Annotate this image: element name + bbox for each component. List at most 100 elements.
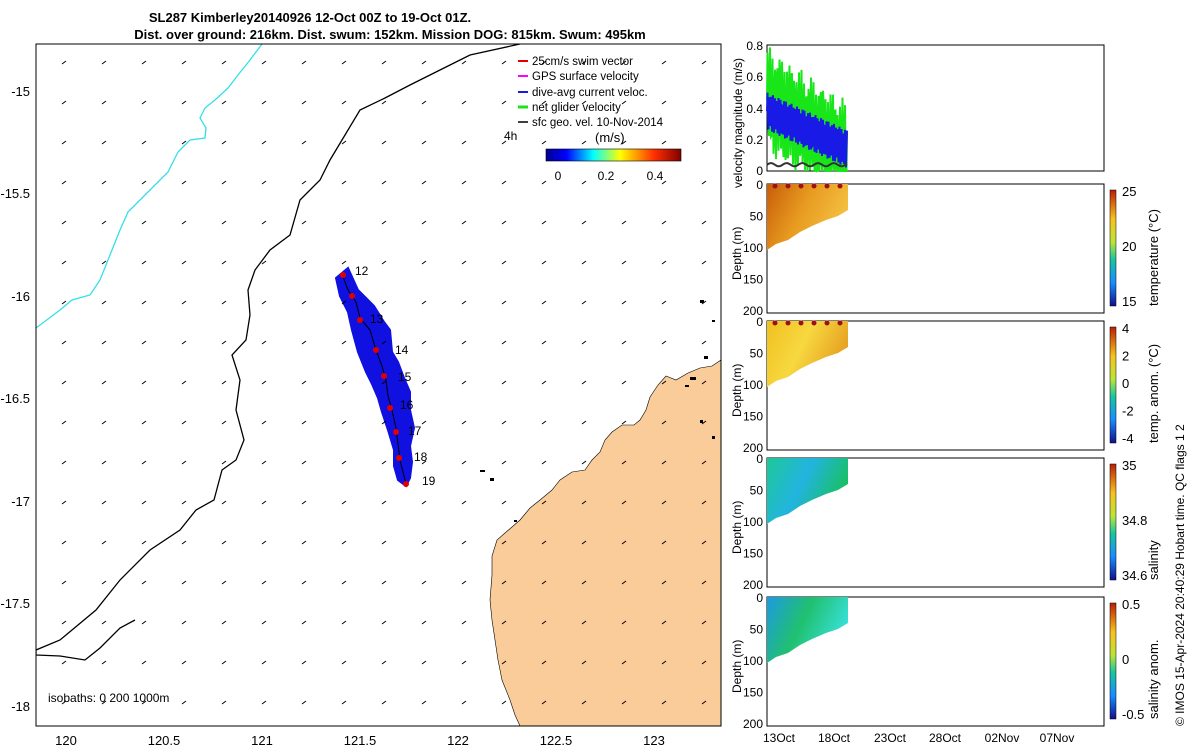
geo-velocity-arrow [341,500,347,505]
geo-velocity-arrow [381,540,387,545]
colorbar-label: salinity anom. [1146,640,1161,719]
geo-velocity-arrow [101,500,107,505]
geo-velocity-arrow [581,60,587,65]
depth-tick: 100 [743,515,763,529]
geo-velocity-arrow [661,460,667,465]
map-xtick: 122.5 [540,733,573,748]
geo-velocity-arrow [701,260,707,265]
geo-velocity-arrow [501,380,507,385]
geo-velocity-arrow [701,700,707,705]
geo-velocity-arrow [501,540,507,545]
geo-velocity-arrow [661,220,667,225]
geo-velocity-arrow [461,580,467,585]
geo-velocity-arrow [421,300,427,305]
geo-velocity-arrow [61,220,67,225]
geo-velocity-arrow [301,380,307,385]
time-tick: 18Oct [818,731,851,745]
geo-velocity-arrow [661,140,667,145]
map-ytick: -15 [11,84,30,99]
geo-velocity-arrow [541,300,547,305]
geo-velocity-arrow [541,620,547,625]
geo-velocity-arrow [341,420,347,425]
day-label: 15 [398,370,412,384]
depth-ylabel: Depth (m) [730,364,744,417]
depth-tick: 100 [743,378,763,392]
geo-velocity-arrow [541,60,547,65]
geo-velocity-arrow [621,220,627,225]
geo-velocity-arrow [181,460,187,465]
geo-velocity-arrow [541,540,547,545]
geo-velocity-arrow [621,100,627,105]
geo-velocity-arrow [381,420,387,425]
geo-velocity-arrow [581,220,587,225]
geo-velocity-arrow [621,60,627,65]
geo-velocity-arrow [141,60,147,65]
colorbar-tick: -4 [1122,431,1134,446]
geo-velocity-arrow [701,140,707,145]
geo-velocity-arrow [221,380,227,385]
geo-velocity-arrow [381,220,387,225]
map-xtick: 121 [251,733,273,748]
map-ytick: -15.5 [0,186,30,201]
geo-velocity-arrow [101,300,107,305]
depth-tick: 0 [756,591,763,605]
geo-velocity-arrow [61,300,67,305]
day-label: 18 [414,450,428,464]
geo-velocity-arrow [61,460,67,465]
depth-tick: 150 [743,410,763,424]
geo-velocity-arrow [341,580,347,585]
geo-velocity-arrow [501,300,507,305]
geo-velocity-arrow [61,500,67,505]
geo-velocity-arrow [621,380,627,385]
geo-velocity-arrow [101,60,107,65]
geo-velocity-arrow [341,380,347,385]
geo-velocity-arrow [661,500,667,505]
geo-velocity-arrow [221,540,227,545]
depth-tick: 50 [750,210,764,224]
geo-velocity-arrow [501,100,507,105]
geo-velocity-arrow [701,180,707,185]
section-panel: 0 50 100 150 200 Depth (m) 4 2 0 -2 -4 temp. anom. … [730,315,1161,455]
geo-velocity-arrow [621,620,627,625]
day-label: 13 [370,312,384,326]
geo-velocity-arrow [621,300,627,305]
depth-tick: 200 [743,441,763,455]
geo-velocity-arrow [61,420,67,425]
geo-velocity-arrow [261,660,267,665]
geo-velocity-arrow [421,460,427,465]
legend-item: GPS surface velocity [532,71,639,83]
coastline-land [489,359,721,726]
geo-velocity-arrow [341,660,347,665]
geo-velocity-arrow [661,420,667,425]
geo-velocity-arrow [221,460,227,465]
colorbar-tick: -0.5 [1122,707,1144,722]
legend-4h: 4h [504,129,517,143]
map-ytick: -16.5 [0,391,30,406]
geo-velocity-arrow [621,140,627,145]
geo-velocity-arrow [621,460,627,465]
geo-velocity-arrow [661,380,667,385]
geo-velocity-arrow [501,260,507,265]
time-tick: 07Nov [1040,731,1075,745]
geo-velocity-arrow [701,540,707,545]
geo-velocity-arrow [701,100,707,105]
geo-velocity-arrow [381,660,387,665]
surface-marker [837,183,843,189]
depth-tick: 50 [750,623,764,637]
series-sfc-geo-velocity [766,162,848,168]
geo-velocity-arrow [461,260,467,265]
geo-velocity-arrow [141,500,147,505]
geo-velocity-arrow [581,700,587,705]
geo-velocity-arrow [461,380,467,385]
depth-tick: 150 [743,547,763,561]
geo-velocity-arrow [61,100,67,105]
surface-marker [772,320,778,326]
legend-item: dive-avg current veloc. [532,87,648,99]
geo-velocity-arrow [301,620,307,625]
map-xtick: 122 [447,733,469,748]
geo-velocity-arrow [501,500,507,505]
geo-velocity-arrow [501,420,507,425]
geo-velocity-arrow [581,420,587,425]
geo-velocity-arrow [701,420,707,425]
geo-velocity-arrow [101,180,107,185]
